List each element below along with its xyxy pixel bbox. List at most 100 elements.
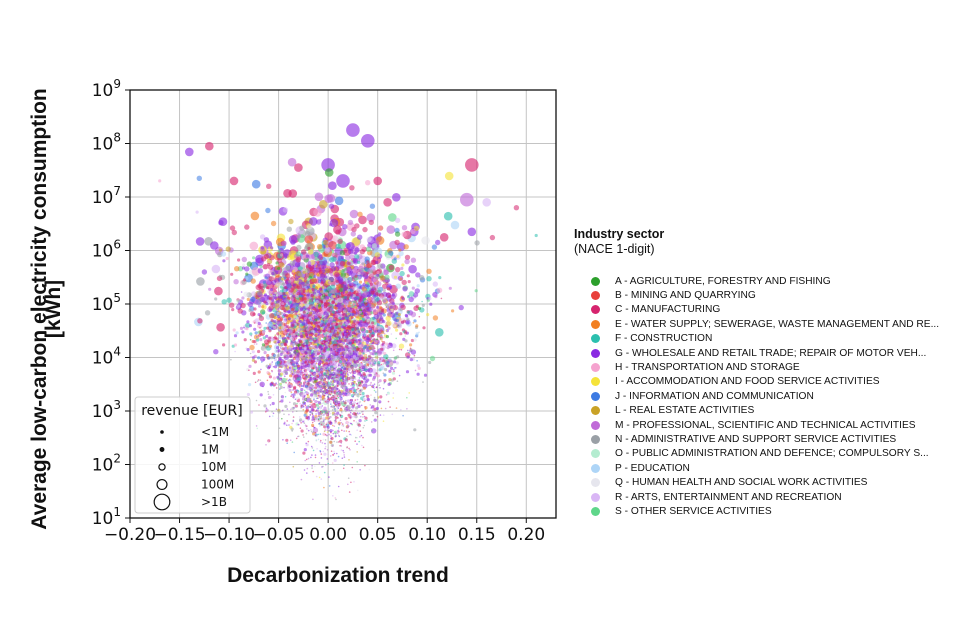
data-point (248, 308, 252, 313)
data-point (394, 217, 401, 224)
data-point (314, 327, 318, 331)
data-point (300, 353, 302, 356)
data-point (237, 304, 241, 308)
data-point (292, 335, 296, 339)
data-point (389, 384, 392, 386)
data-point (326, 389, 329, 391)
data-point (332, 350, 336, 354)
data-point (392, 397, 395, 399)
data-point (292, 402, 297, 406)
data-point (306, 472, 308, 474)
data-point (312, 372, 314, 375)
data-point (351, 335, 354, 337)
data-point (352, 355, 357, 359)
data-point (370, 343, 373, 346)
data-point (310, 360, 313, 362)
data-point (346, 387, 348, 389)
data-point (297, 435, 300, 438)
data-point (313, 321, 317, 325)
data-point (382, 372, 385, 375)
data-point (299, 416, 301, 418)
data-point (286, 336, 290, 340)
data-point (293, 315, 297, 319)
data-point (305, 398, 307, 401)
data-point (309, 386, 312, 389)
data-point (233, 343, 238, 347)
data-point (319, 200, 328, 209)
data-point (339, 374, 342, 377)
data-point (322, 319, 325, 322)
data-point (302, 451, 306, 455)
data-point (362, 416, 364, 418)
data-point (328, 181, 337, 190)
data-point (406, 321, 410, 325)
data-point (305, 341, 309, 345)
data-point (362, 322, 366, 326)
data-point (292, 416, 295, 418)
data-point (406, 310, 410, 314)
data-point (311, 431, 314, 434)
data-point (257, 379, 260, 381)
data-point (357, 404, 361, 408)
data-point (284, 304, 288, 308)
data-point (277, 266, 281, 271)
data-point (351, 351, 353, 353)
data-point (349, 401, 351, 403)
data-point (265, 408, 269, 412)
data-point (311, 329, 315, 333)
data-point (249, 338, 252, 341)
data-point (361, 411, 363, 413)
data-point (325, 369, 328, 372)
data-point (309, 404, 311, 406)
data-point (299, 393, 301, 395)
data-point (375, 292, 379, 296)
data-point (303, 448, 307, 452)
data-point (278, 366, 281, 368)
data-point (266, 354, 270, 358)
data-point (253, 343, 256, 346)
data-point (334, 325, 338, 329)
data-point (354, 223, 360, 229)
data-point (303, 317, 307, 321)
data-point (334, 306, 338, 310)
data-point (341, 424, 343, 427)
data-point (335, 429, 338, 432)
data-point (336, 283, 342, 289)
data-point (281, 409, 284, 412)
data-point (315, 365, 317, 367)
data-point (309, 406, 311, 408)
data-point (328, 393, 331, 395)
data-point (263, 351, 267, 355)
data-point (352, 257, 359, 264)
data-point (409, 358, 413, 362)
data-point (353, 420, 355, 422)
data-point (298, 339, 302, 344)
data-point (407, 280, 411, 284)
data-point (344, 333, 348, 337)
data-point (346, 390, 349, 393)
data-point (305, 313, 309, 317)
data-point (300, 407, 302, 409)
data-point (296, 292, 300, 296)
data-point (280, 366, 283, 368)
data-point (314, 316, 318, 320)
data-point (370, 368, 372, 370)
data-point (349, 449, 351, 451)
data-point (320, 478, 323, 480)
data-point (308, 355, 312, 359)
data-point (390, 333, 393, 335)
data-point (398, 250, 404, 257)
data-point (302, 408, 305, 411)
data-point (304, 272, 311, 278)
data-point (302, 349, 305, 351)
data-point (406, 317, 410, 321)
data-point (317, 400, 319, 403)
data-point (314, 388, 316, 391)
data-point (259, 338, 263, 342)
data-point (283, 386, 285, 389)
data-point (324, 319, 328, 323)
data-point (408, 296, 414, 303)
data-point (372, 377, 376, 381)
data-point (322, 349, 326, 353)
data-point (290, 370, 293, 373)
